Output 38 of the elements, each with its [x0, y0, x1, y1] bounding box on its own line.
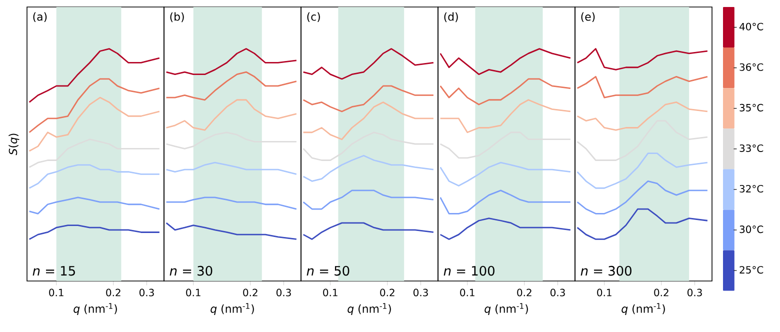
text: (c)	[307, 12, 320, 22]
x-axis-title: q (nm$^{-1}$)	[210, 303, 254, 315]
x-tick-label: 0.1	[323, 288, 338, 296]
x-tick-label: 0.2	[654, 288, 668, 296]
text: 36°C	[740, 63, 764, 71]
x-axis-title: q (nm$^{-1}$)	[622, 303, 665, 315]
x-tick-label: 0.1	[49, 288, 64, 296]
text: 25°C	[740, 266, 764, 274]
text: 32°C	[740, 184, 764, 193]
text: 35°C	[740, 104, 764, 112]
text: 33°C	[740, 144, 764, 152]
x-tick-label: 0.1	[460, 288, 474, 296]
x-axis-title: q (nm$^{-1}$)	[74, 303, 117, 315]
annotation: n = 50	[306, 266, 350, 276]
text: 40°C	[739, 22, 764, 30]
x-tick-label: 0.2	[106, 288, 120, 296]
x-tick-label: 0.3	[687, 288, 702, 296]
text: (e)	[581, 12, 595, 22]
x-tick-label: 0.3	[276, 288, 291, 296]
text: 30°C	[740, 226, 764, 234]
annotation: n = 15	[32, 266, 75, 276]
x-axis-title: q (nm$^{-1}$)	[348, 303, 391, 315]
text: (b)	[170, 12, 184, 22]
x-tick-label: 0.1	[597, 288, 612, 296]
y-axis-title: S(q)	[8, 134, 20, 156]
x-tick-label: 0.2	[243, 288, 258, 296]
text: (a)	[33, 12, 47, 22]
x-tick-label: 0.3	[139, 288, 154, 296]
annotation: n = 30	[170, 266, 212, 276]
annotation: n = 100	[444, 266, 494, 276]
x-tick-label: 0.2	[517, 288, 532, 296]
x-tick-label: 0.1	[186, 288, 200, 296]
x-tick-label: 0.3	[413, 288, 428, 296]
x-axis-title: q (nm$^{-1}$)	[484, 303, 528, 315]
annotation: n = 300	[580, 266, 632, 276]
x-tick-label: 0.3	[550, 288, 565, 296]
x-tick-label: 0.2	[380, 288, 394, 296]
text: (d)	[444, 12, 458, 22]
